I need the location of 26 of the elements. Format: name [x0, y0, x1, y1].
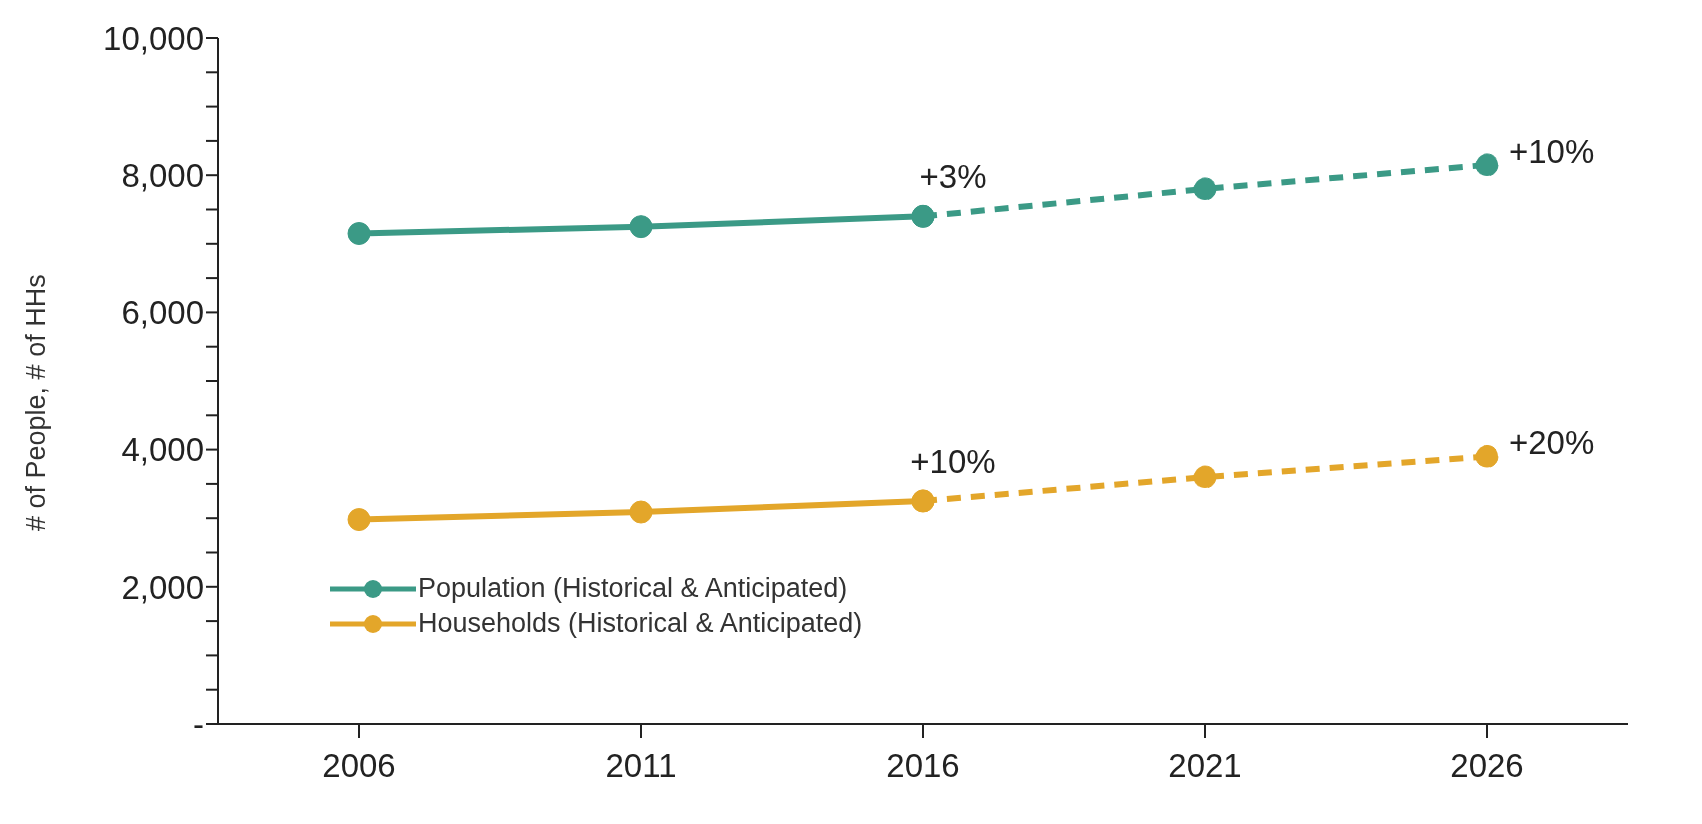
x-tick-label: 2011	[605, 747, 677, 785]
x-tick-label: 2026	[1450, 747, 1524, 785]
annotation: +10%	[1509, 132, 1595, 170]
point	[1475, 153, 1499, 177]
legend-label: Households (Historical & Anticipated)	[418, 608, 863, 639]
point	[1193, 465, 1217, 489]
point	[1193, 177, 1217, 201]
x-tick-label: 2016	[886, 747, 960, 785]
point	[1475, 444, 1499, 468]
y-tick-label: 2,000	[121, 568, 204, 606]
x-tick-label: 2021	[1168, 747, 1242, 785]
point	[629, 500, 653, 524]
y-tick-label: -	[193, 705, 204, 743]
y-tick-label: 4,000	[121, 431, 204, 469]
annotation: +20%	[1509, 424, 1595, 462]
y-axis-title: # of People, # of HHs	[20, 274, 51, 531]
annotation: +3%	[919, 158, 987, 196]
legend-label: Population (Historical & Anticipated)	[418, 573, 848, 604]
y-tick-label: 8,000	[121, 156, 204, 194]
point	[347, 222, 371, 246]
point	[347, 508, 371, 532]
y-tick-label: 10,000	[103, 19, 204, 57]
point	[629, 215, 653, 239]
annotation: +10%	[910, 443, 996, 481]
x-tick-label: 2006	[322, 747, 396, 785]
y-tick-label: 6,000	[121, 294, 204, 332]
